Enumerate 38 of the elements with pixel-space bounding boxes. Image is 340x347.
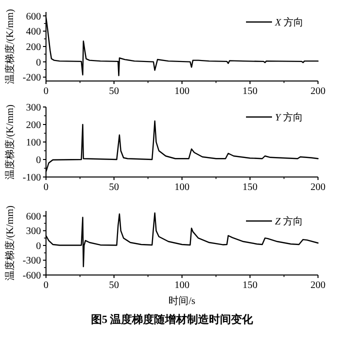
y-tick-label: -300 (22, 256, 41, 267)
x-tick-label: 0 (44, 86, 48, 97)
y-tick-label: 200 (26, 42, 41, 53)
x-tick-label: 200 (310, 86, 326, 97)
x-tick-label: 50 (109, 280, 119, 291)
x-tick-label: 150 (242, 280, 258, 291)
y-tick-label: 300 (26, 102, 41, 114)
x-tick-label: 0 (44, 280, 48, 291)
y-axis-title: 温度梯度/(K/mm) (4, 9, 16, 84)
y-axis-title: 温度梯度/(K/mm) (4, 104, 16, 180)
y-tick-label: 0 (36, 240, 41, 252)
y-tick-label: -100 (22, 172, 41, 184)
y-tick-label: 0 (36, 57, 41, 68)
x-tick-label: 150 (242, 182, 258, 193)
y-tick-label: 200 (26, 120, 41, 131)
x-tick-label: 100 (174, 280, 190, 291)
x-tick-label: 50 (109, 182, 119, 193)
y-tick-label: 100 (26, 138, 41, 148)
x-tick-label: 200 (310, 182, 326, 193)
x-tick-label: 200 (310, 280, 326, 291)
legend-label: Y 方向 (275, 112, 304, 124)
x-tick-label: 100 (174, 182, 190, 193)
y-tick-label: 300 (26, 226, 41, 238)
x-tick-label: 0 (44, 182, 48, 193)
x-tick-label: 50 (109, 86, 119, 97)
legend-label: X 方向 (274, 16, 304, 28)
y-tick-label: 600 (26, 11, 41, 22)
y-tick-label: 600 (26, 211, 41, 222)
x-tick-label: 100 (174, 86, 190, 97)
y-axis-title: 温度梯度/(K/mm) (4, 206, 16, 280)
caption: 图5 温度梯度随增材制造时间变化 (90, 313, 254, 326)
y-tick-label: 0 (36, 155, 41, 166)
y-tick-label: -200 (22, 72, 41, 84)
y-tick-label: 400 (26, 26, 41, 38)
x-axis-title: 时间/s (168, 295, 196, 307)
y-tick-label: -600 (22, 270, 41, 282)
x-tick-label: 150 (242, 86, 258, 97)
legend-label: Z 方向 (275, 216, 304, 228)
